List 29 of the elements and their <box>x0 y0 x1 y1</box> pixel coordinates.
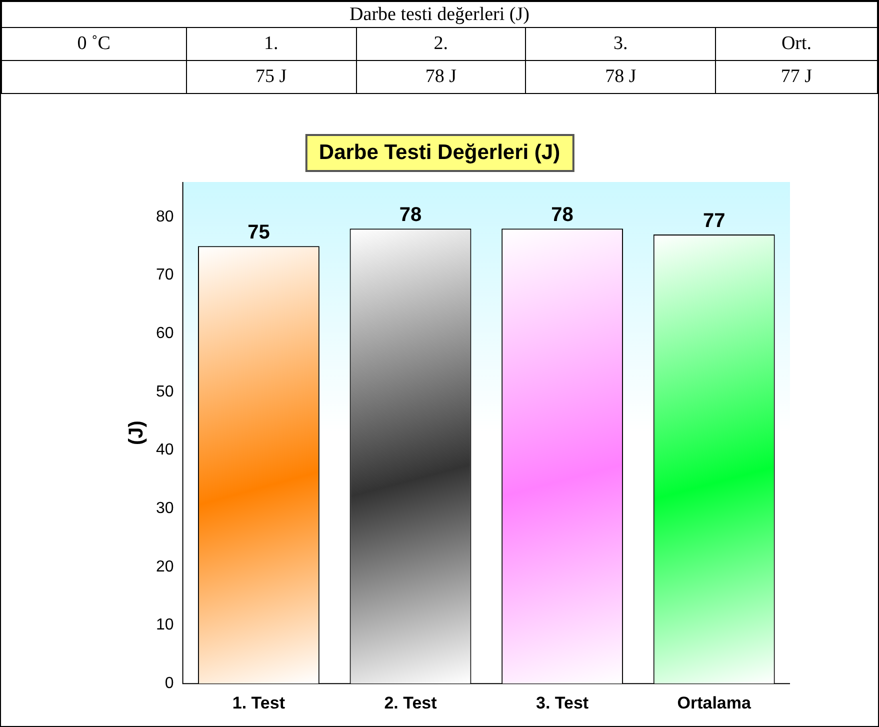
y-tick-label: 30 <box>156 500 174 518</box>
y-tick-label: 20 <box>156 558 174 576</box>
text: 75 J <box>186 60 356 94</box>
text: 3. <box>526 28 716 60</box>
x-tick-label: 2. Test <box>384 693 438 712</box>
text: Ort. <box>715 28 878 60</box>
text: 78 J <box>526 60 716 94</box>
data-label: 77 <box>702 210 726 232</box>
y-tick-label: 0 <box>164 675 174 692</box>
x-tick-label: 3. Test <box>536 693 589 712</box>
text: 0 ˚C <box>2 28 186 60</box>
y-axis-title: (J) <box>126 420 148 446</box>
text: 77 J <box>715 60 878 94</box>
text: 1. <box>186 28 356 60</box>
x-tick-label: Ortalama <box>677 693 752 712</box>
data-label: 78 <box>551 204 574 226</box>
y-tick-label: 50 <box>156 383 174 400</box>
y-tick-label: 10 <box>156 616 174 634</box>
text: 78 J <box>356 60 526 94</box>
y-tick-label: 40 <box>156 442 174 459</box>
x-tick-label: 1. Test <box>232 693 286 712</box>
y-tick-label: 80 <box>156 208 174 226</box>
data-label: 78 <box>399 204 422 226</box>
y-tick-label: 70 <box>156 266 174 284</box>
chart-title: Darbe Testi Değerleri (J) <box>304 134 574 172</box>
text: 2. <box>356 28 526 60</box>
text: Darbe testi değerleri (J) <box>2 2 878 28</box>
y-tick-label: 60 <box>156 325 174 342</box>
data-label: 75 <box>248 222 270 244</box>
